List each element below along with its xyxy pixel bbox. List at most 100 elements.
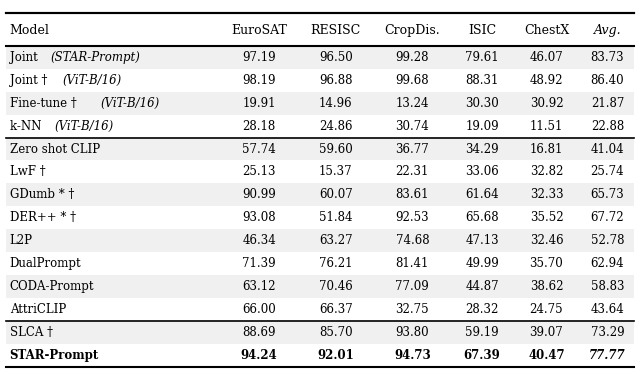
Text: 74.68: 74.68 [396,234,429,247]
Text: Fine-tune †: Fine-tune † [10,97,80,110]
Text: 60.07: 60.07 [319,188,353,201]
Text: 88.31: 88.31 [465,74,499,87]
Text: (ViT-B/16): (ViT-B/16) [55,120,114,133]
Text: 35.70: 35.70 [530,257,563,270]
Text: AttriCLIP: AttriCLIP [10,303,66,316]
Text: 39.07: 39.07 [530,326,563,339]
Text: 92.01: 92.01 [317,349,354,362]
Text: EuroSAT: EuroSAT [231,24,287,37]
Text: 22.88: 22.88 [591,120,624,133]
Text: 65.73: 65.73 [591,188,625,201]
FancyBboxPatch shape [6,138,634,160]
Text: 81.41: 81.41 [396,257,429,270]
Text: 30.74: 30.74 [396,120,429,133]
Text: 32.33: 32.33 [530,188,563,201]
Text: 63.27: 63.27 [319,234,353,247]
Text: 30.92: 30.92 [530,97,563,110]
Text: 16.81: 16.81 [530,142,563,156]
Text: 57.74: 57.74 [242,142,276,156]
Text: 71.39: 71.39 [242,257,276,270]
Text: ISIC: ISIC [468,24,496,37]
Text: Zero shot CLIP: Zero shot CLIP [10,142,100,156]
Text: Joint †: Joint † [10,74,51,87]
Text: 32.46: 32.46 [530,234,563,247]
Text: 99.68: 99.68 [396,74,429,87]
Text: 61.64: 61.64 [465,188,499,201]
Text: 24.75: 24.75 [530,303,563,316]
Text: 21.87: 21.87 [591,97,624,110]
Text: 76.21: 76.21 [319,257,353,270]
Text: 70.46: 70.46 [319,280,353,293]
Text: 15.37: 15.37 [319,165,353,178]
FancyBboxPatch shape [6,344,634,367]
Text: 66.37: 66.37 [319,303,353,316]
Text: (STAR-Prompt): (STAR-Prompt) [51,51,140,64]
Text: GDumb * †: GDumb * † [10,188,74,201]
FancyBboxPatch shape [6,252,634,275]
Text: 28.18: 28.18 [243,120,276,133]
Text: 40.47: 40.47 [528,349,565,362]
Text: 73.29: 73.29 [591,326,624,339]
Text: 62.94: 62.94 [591,257,624,270]
Text: Model: Model [10,24,49,37]
Text: 43.64: 43.64 [591,303,625,316]
Text: 47.13: 47.13 [465,234,499,247]
Text: 66.00: 66.00 [242,303,276,316]
Text: 52.78: 52.78 [591,234,624,247]
Text: DualPrompt: DualPrompt [10,257,81,270]
Text: 49.99: 49.99 [465,257,499,270]
FancyBboxPatch shape [6,321,634,344]
Text: 99.28: 99.28 [396,51,429,64]
Text: 67.39: 67.39 [463,349,500,362]
Text: 19.09: 19.09 [465,120,499,133]
Text: 11.51: 11.51 [530,120,563,133]
Text: 35.52: 35.52 [530,211,563,224]
FancyBboxPatch shape [6,275,634,298]
Text: 98.19: 98.19 [243,74,276,87]
Text: 92.53: 92.53 [396,211,429,224]
Text: (ViT-B/16): (ViT-B/16) [63,74,122,87]
Text: 59.19: 59.19 [465,326,499,339]
Text: 32.82: 32.82 [530,165,563,178]
Text: 13.24: 13.24 [396,97,429,110]
Text: 24.86: 24.86 [319,120,353,133]
Text: LwF †: LwF † [10,165,45,178]
Text: CODA-Prompt: CODA-Prompt [10,280,94,293]
Text: 65.68: 65.68 [465,211,499,224]
Text: 14.96: 14.96 [319,97,353,110]
Text: 59.60: 59.60 [319,142,353,156]
FancyBboxPatch shape [6,298,634,321]
Text: RESISC: RESISC [310,24,361,37]
Text: 48.92: 48.92 [530,74,563,87]
Text: 25.13: 25.13 [243,165,276,178]
Text: 90.99: 90.99 [242,188,276,201]
Text: 93.08: 93.08 [242,211,276,224]
Text: 34.29: 34.29 [465,142,499,156]
FancyBboxPatch shape [6,115,634,138]
Text: 30.30: 30.30 [465,97,499,110]
Text: STAR-Prompt: STAR-Prompt [10,349,99,362]
FancyBboxPatch shape [6,160,634,183]
Text: 58.83: 58.83 [591,280,624,293]
Text: L2P: L2P [10,234,33,247]
Text: Avg.: Avg. [594,24,621,37]
FancyBboxPatch shape [6,206,634,229]
Text: 41.04: 41.04 [591,142,624,156]
Text: 46.07: 46.07 [530,51,563,64]
Text: 94.73: 94.73 [394,349,431,362]
Text: 96.88: 96.88 [319,74,353,87]
Text: CropDis.: CropDis. [385,24,440,37]
Text: 36.77: 36.77 [396,142,429,156]
Text: 79.61: 79.61 [465,51,499,64]
Text: 88.69: 88.69 [243,326,276,339]
Text: 44.87: 44.87 [465,280,499,293]
Text: Joint: Joint [10,51,41,64]
Text: 22.31: 22.31 [396,165,429,178]
FancyBboxPatch shape [6,92,634,115]
Text: 77.77: 77.77 [589,349,626,362]
Text: k-NN: k-NN [10,120,45,133]
FancyBboxPatch shape [6,183,634,206]
Text: 46.34: 46.34 [242,234,276,247]
Text: 83.73: 83.73 [591,51,624,64]
Text: DER++ * †: DER++ * † [10,211,76,224]
